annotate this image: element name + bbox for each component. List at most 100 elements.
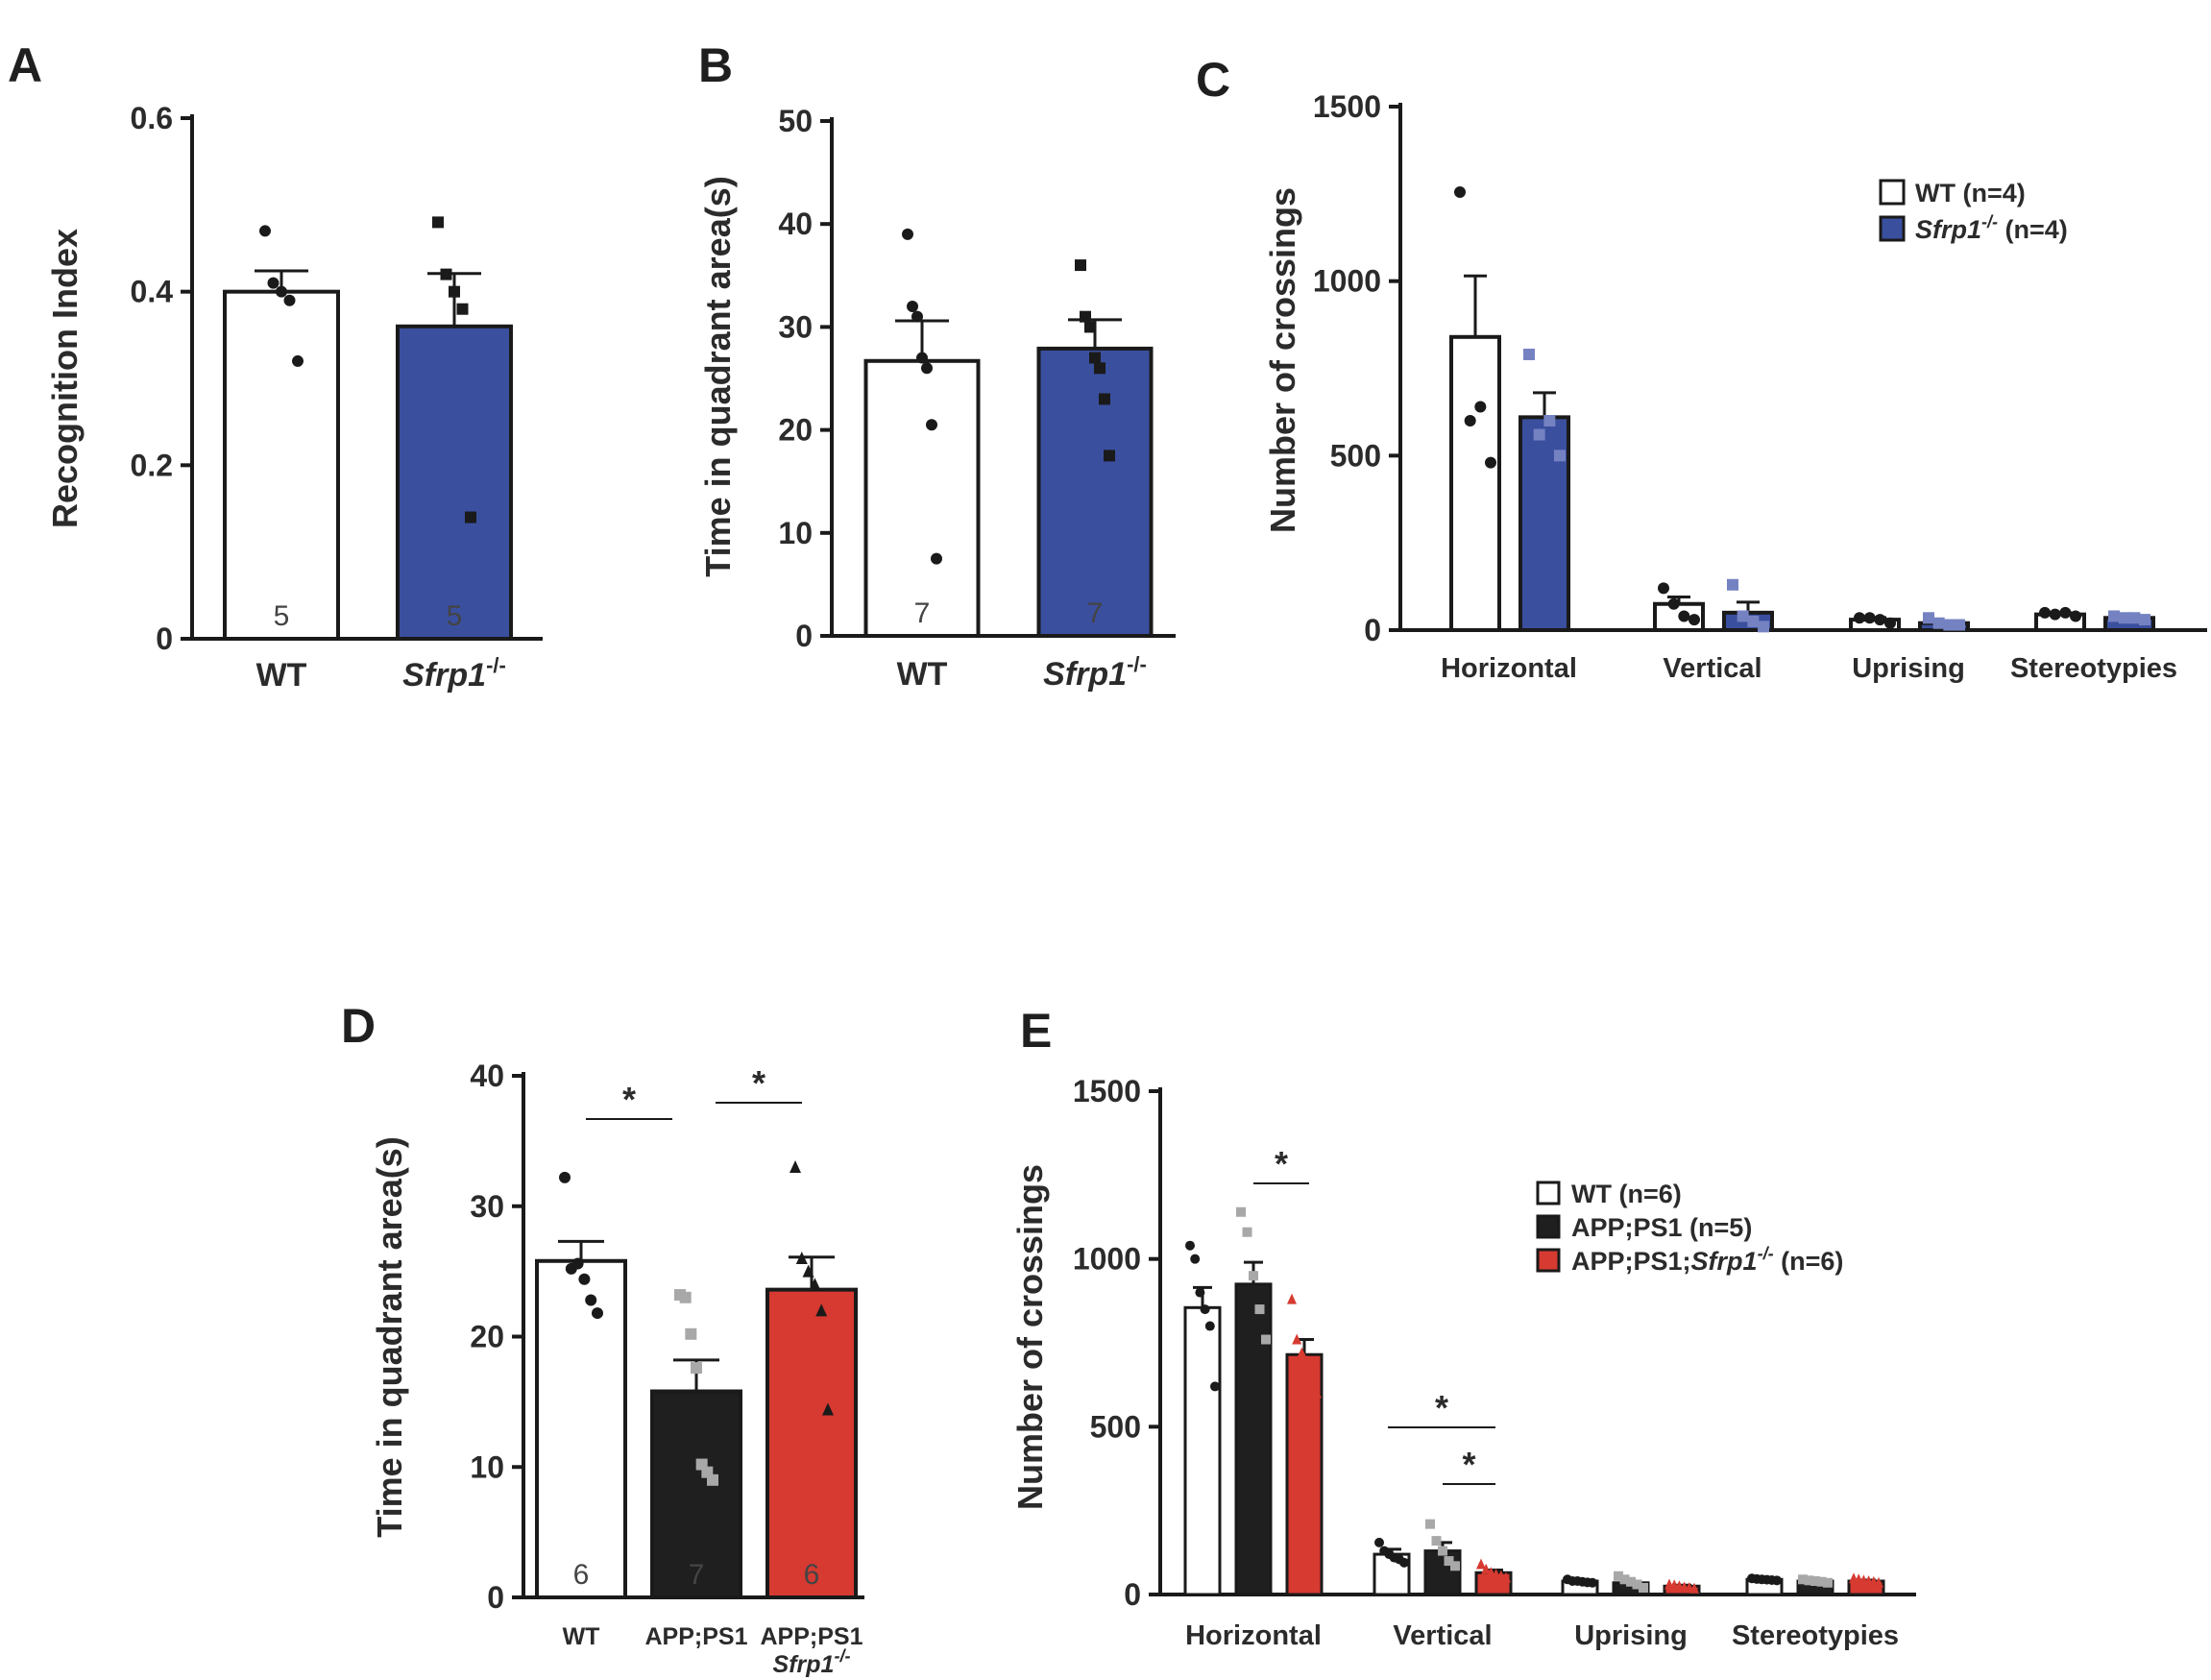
bar-1: [396, 324, 513, 641]
x-tick-label-line2: Sfrp1-/-: [773, 1646, 851, 1678]
data-point: [1444, 1556, 1454, 1567]
chart-panel-a: 0 0.2 0.4 0.6 Recognition Index 5 5 WT Sfrp1-/-: [45, 101, 543, 694]
data-point: [292, 354, 304, 367]
data-point: [432, 216, 444, 229]
data-point: [1619, 1574, 1630, 1585]
y-tick-label: 10: [470, 1449, 504, 1484]
data-point: [1287, 1293, 1297, 1304]
data-point: [1523, 348, 1535, 360]
chart-panel-d: 0 10 20 30 40 Time in quadrant area(s) 6 7 6 WT AP…: [370, 1059, 864, 1678]
data-point: [1089, 352, 1101, 364]
x-tick-label: Sfrp1-/-: [1043, 652, 1147, 693]
x-tick-label: Vertical: [1393, 1620, 1492, 1651]
data-point: [1195, 1287, 1205, 1298]
data-point: [1094, 362, 1106, 375]
significance-star: *: [1435, 1388, 1448, 1427]
bar-0: [535, 1258, 627, 1599]
data-point: [1533, 428, 1545, 441]
data-point: [2070, 610, 2081, 622]
data-point: [1425, 1519, 1435, 1529]
data-point: [931, 552, 942, 565]
y-tick-label: 20: [470, 1320, 504, 1354]
data-point: [1689, 614, 1700, 626]
x-tick-label-name: Sfrp1: [773, 1651, 835, 1678]
data-point: [1075, 259, 1086, 272]
data-point: [578, 1273, 591, 1285]
data-point: [911, 310, 923, 323]
y-tick-label: 0.4: [131, 275, 174, 309]
data-point: [1099, 393, 1110, 405]
x-tick-label-name: WT: [256, 657, 307, 694]
data-point: [685, 1327, 697, 1340]
data-point: [585, 1294, 597, 1306]
legend-superscript: -/-: [1981, 212, 1998, 231]
data-point: [276, 285, 287, 298]
y-tick-label: 10: [778, 516, 813, 550]
y-tick-label: 0: [1124, 1577, 1141, 1612]
y-tick-label: 500: [1330, 438, 1381, 473]
y-axis-title: Number of crossings: [1010, 1164, 1050, 1510]
data-point: [802, 1264, 814, 1278]
data-point: [1236, 1206, 1246, 1217]
bar-2: [765, 1287, 858, 1599]
data-point: [815, 1303, 828, 1317]
data-point: [1481, 1563, 1492, 1574]
legend-swatch: [1536, 1181, 1561, 1205]
legend-label: WT (n=6): [1571, 1180, 1682, 1208]
n-label: 5: [447, 600, 463, 632]
data-point: [1923, 612, 1934, 624]
x-tick-label-superscript: -/-: [1127, 652, 1147, 676]
x-tick-label: Stereotypies: [2010, 653, 2177, 684]
x-tick-label: WT: [256, 657, 307, 694]
legend-count: (n=6): [1612, 1180, 1682, 1208]
data-point: [1588, 1577, 1597, 1588]
data-point: [1943, 619, 1956, 631]
data-point: [2108, 610, 2120, 622]
legend-name-italic: Sfrp1: [1691, 1247, 1758, 1276]
data-point: [1626, 1576, 1636, 1587]
data-point: [916, 352, 928, 364]
data-point: [440, 268, 452, 280]
data-point: [809, 1278, 821, 1291]
bar-series0-0: [1183, 1305, 1222, 1596]
x-tick-label: APP;PS1: [761, 1623, 863, 1650]
data-point: [559, 1171, 571, 1183]
data-point: [1454, 186, 1466, 199]
y-tick-label: 0.6: [131, 101, 173, 135]
data-point: [1084, 321, 1096, 333]
y-axis-title: Time in quadrant area(s): [370, 1136, 409, 1537]
data-point: [1476, 1558, 1486, 1570]
panel-label-b: B: [698, 38, 733, 92]
x-tick-label-name: Sfrp1: [1043, 656, 1127, 693]
data-point: [1501, 1571, 1511, 1583]
x-tick-label: Stereotypies: [1732, 1620, 1899, 1651]
y-tick-label: 1500: [1313, 89, 1381, 124]
n-label: 7: [1087, 597, 1104, 629]
significance-star: *: [752, 1063, 765, 1103]
x-tick-label: Horizontal: [1441, 653, 1577, 684]
data-point: [1884, 617, 1896, 629]
data-point: [2049, 608, 2061, 621]
legend-superscript: -/-: [1758, 1244, 1774, 1263]
data-point: [592, 1307, 603, 1320]
data-point: [691, 1362, 702, 1375]
data-point: [1200, 1304, 1210, 1315]
data-point: [1954, 619, 1965, 631]
data-point: [790, 1160, 801, 1174]
data-point: [1204, 1321, 1215, 1331]
data-point: [1667, 597, 1680, 610]
data-point: [2039, 606, 2051, 619]
legend-count: (n=4): [1998, 215, 2068, 244]
data-point: [1261, 1334, 1271, 1345]
data-point: [571, 1257, 584, 1270]
data-point: [2118, 612, 2130, 624]
legend-count: (n=4): [1956, 179, 2026, 207]
data-point: [1758, 621, 1769, 633]
data-point: [1614, 1570, 1623, 1581]
data-point: [1104, 450, 1115, 462]
legend-label: Sfrp1-/- (n=4): [1915, 212, 2068, 244]
data-point: [1678, 610, 1690, 622]
data-point: [1727, 578, 1738, 591]
x-tick-label: WT: [897, 656, 948, 693]
